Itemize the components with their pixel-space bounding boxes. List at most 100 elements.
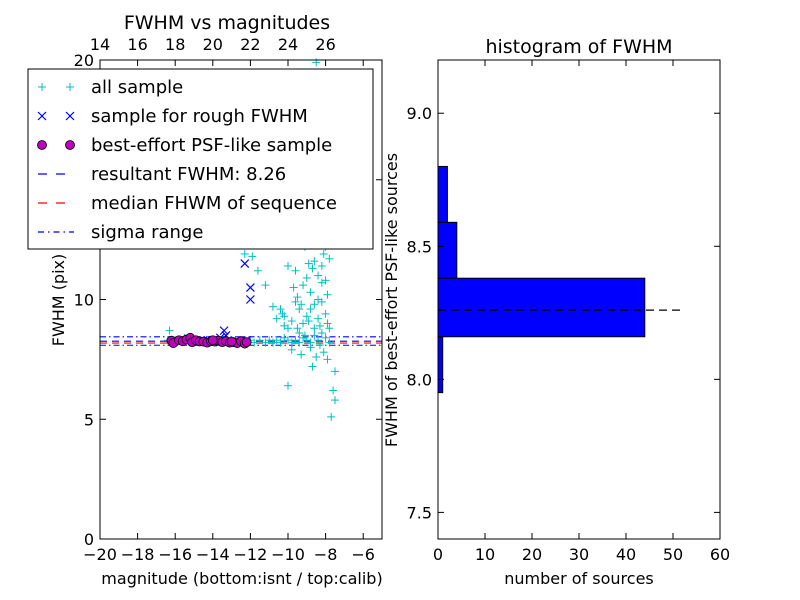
x-tick-label: 10: [475, 545, 495, 564]
top-tick-label: 14: [90, 35, 110, 54]
all-sample-point: [302, 273, 311, 282]
y-tick-label: 8.0: [407, 370, 432, 389]
all-sample-point: [321, 309, 330, 318]
all-sample-point: [310, 300, 319, 309]
right-y-ticks: 7.5 8.0 8.5 9.0: [407, 104, 720, 522]
all-sample-point: [248, 252, 257, 261]
y-tick-label: 0: [84, 530, 94, 549]
rough-sample-point: [245, 295, 255, 304]
all-sample-point: [306, 305, 315, 314]
all-sample-point: [325, 324, 334, 333]
y-tick-label: 5: [84, 410, 94, 429]
all-sample-point: [329, 386, 338, 395]
all-sample-point: [310, 257, 319, 266]
legend-marker-circle: [65, 140, 75, 150]
top-tick-label: 22: [240, 35, 260, 54]
all-sample-point: [304, 259, 313, 268]
all-sample-point: [315, 341, 324, 350]
histogram-bar: [437, 221, 458, 279]
all-sample-point: [331, 367, 339, 376]
top-tick-label: 16: [127, 35, 147, 54]
legend-marker-plus: [38, 83, 46, 91]
all-sample-point: [276, 305, 285, 314]
all-sample-point: [314, 295, 323, 304]
all-sample-point: [295, 338, 304, 347]
all-sample-point: [284, 324, 292, 333]
all-sample-point: [304, 317, 313, 326]
all-sample-point: [295, 329, 304, 338]
left-top-ticks: 14 16 18 20 22 24 26: [90, 35, 336, 54]
best-sample-point: [226, 336, 237, 347]
right-x-ticks: 0 10 20 30 40 50 60: [433, 60, 730, 564]
y-tick-label: 20: [74, 51, 94, 70]
y-tick-label: 9.0: [407, 104, 432, 123]
all-sample-point: [297, 350, 306, 359]
all-sample-point: [299, 319, 308, 328]
top-tick-label: 24: [278, 35, 298, 54]
y-tick-label: 10: [74, 291, 94, 310]
legend-entry: median FHWM of sequence: [38, 193, 337, 214]
all-sample-point: [289, 283, 298, 292]
all-sample-point: [293, 293, 302, 302]
legend-marker-circle: [37, 140, 47, 150]
left-points: [163, 58, 339, 421]
rough-sample-point: [219, 326, 229, 336]
legend-entry: resultant FWHM: 8.26: [38, 164, 286, 185]
left-chart-title: FWHM vs magnitudes: [124, 12, 330, 34]
all-sample-point: [306, 343, 315, 352]
all-sample-point: [325, 338, 334, 347]
x-tick-label: 40: [616, 545, 636, 564]
all-sample-point: [308, 362, 317, 371]
all-sample-point: [240, 249, 249, 258]
all-sample-point: [295, 305, 304, 314]
legend-entries: all sample sample for rough FWHM best-effo…: [37, 77, 337, 243]
all-sample-point: [319, 249, 328, 258]
all-sample-point: [319, 348, 328, 357]
x-tick-label: −18: [121, 545, 155, 564]
all-sample-point: [308, 264, 317, 273]
all-sample-point: [314, 271, 323, 280]
y-tick-label: 7.5: [407, 503, 432, 522]
all-sample-point: [287, 345, 296, 354]
legend-label: sigma range: [91, 222, 203, 243]
histogram-bar: [437, 277, 646, 338]
all-sample-point: [293, 324, 302, 333]
all-sample-point: [165, 326, 174, 335]
rough-sample-point: [240, 259, 250, 268]
legend: all sample sample for rough FWHM best-effo…: [27, 68, 374, 250]
all-sample-point: [323, 355, 332, 364]
all-sample-point: [284, 261, 292, 270]
all-sample-point: [321, 276, 330, 285]
all-sample-point: [314, 336, 323, 345]
all-sample-point: [312, 352, 321, 361]
all-sample-point: [261, 281, 270, 290]
histogram-bar: [437, 165, 448, 223]
legend-label: sample for rough FWHM: [91, 106, 308, 127]
all-sample-point: [317, 261, 326, 270]
legend-label: resultant FWHM: 8.26: [91, 164, 286, 185]
x-tick-label: 20: [522, 545, 542, 564]
all-sample-point: [276, 338, 285, 347]
best-sample-point: [207, 335, 218, 346]
top-tick-label: 20: [203, 35, 223, 54]
all-sample-point: [253, 266, 262, 275]
x-tick-label: −6: [351, 545, 375, 564]
x-tick-label: 0: [433, 545, 443, 564]
all-sample-point: [306, 288, 315, 297]
legend-entry: best-effort PSF-like sample: [37, 135, 332, 156]
right-panel: 0 10 20 30 40 50 60 7.5 8.0 8.5 9.0 histogram of …: [382, 36, 730, 588]
all-sample-point: [287, 317, 296, 326]
legend-label: best-effort PSF-like sample: [91, 135, 332, 156]
legend-label: all sample: [91, 77, 183, 98]
all-sample-point: [302, 312, 311, 321]
all-sample-point: [331, 396, 339, 405]
legend-entry: sigma range: [38, 222, 203, 243]
all-sample-point: [323, 319, 332, 328]
legend-entry: all sample: [38, 77, 183, 98]
x-tick-label: 50: [663, 545, 683, 564]
x-tick-label: −8: [314, 545, 338, 564]
right-chart-title: histogram of FWHM: [485, 36, 672, 58]
rough-sample-point: [245, 283, 255, 292]
legend-marker-x: [37, 111, 47, 121]
